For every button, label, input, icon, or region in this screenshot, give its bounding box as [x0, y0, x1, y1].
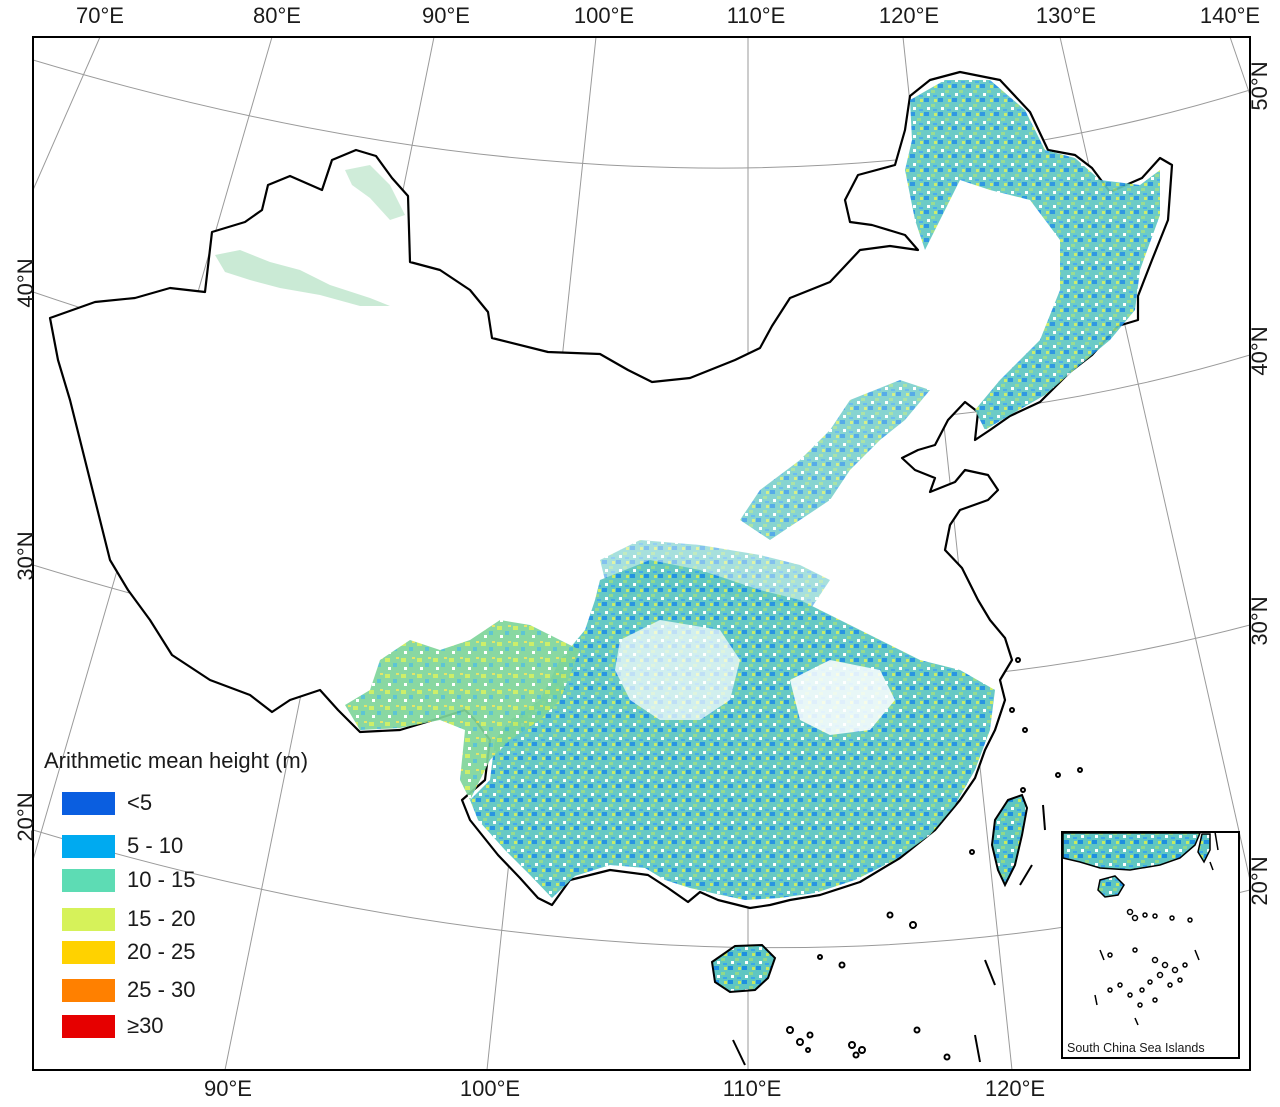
legend-label: ≥30 — [127, 1013, 164, 1038]
lon-label-top: 110°E — [726, 3, 786, 28]
lat-label-right: 50°N — [1247, 61, 1272, 111]
legend-swatch — [62, 868, 115, 892]
inset-frame — [1061, 831, 1240, 1059]
forest-north-china — [740, 380, 930, 540]
legend-swatch — [62, 978, 115, 1002]
inset-label: South China Sea Islands — [1067, 1041, 1205, 1055]
meridian-140e — [1229, 37, 1250, 96]
legend-item: ≥30 — [62, 1013, 164, 1039]
lat-label-right: 40°N — [1247, 326, 1272, 376]
legend-swatch — [62, 791, 115, 815]
legend-item: 20 - 25 — [62, 939, 196, 965]
inset-taiwan — [1197, 833, 1211, 864]
south-china-sea-islands — [732, 657, 1083, 1066]
forest-south-china — [470, 560, 995, 900]
china-map — [48, 70, 1174, 1066]
legend-label: 10 - 15 — [127, 867, 196, 892]
forest-sichuan-basin-gap — [615, 620, 740, 720]
legend-label: <5 — [127, 790, 153, 815]
legend-item: 10 - 15 — [62, 867, 196, 893]
lon-label-bottom: 100°E — [459, 1076, 521, 1101]
lon-label-top: 100°E — [573, 3, 635, 28]
legend-item: <5 — [62, 790, 152, 816]
lon-label-bottom: 120°E — [984, 1076, 1046, 1101]
lat-label-left: 20°N — [13, 792, 38, 842]
legend-label: 15 - 20 — [127, 906, 196, 931]
legend-item: 5 - 10 — [62, 833, 183, 859]
inset-mainland — [1062, 832, 1202, 871]
lon-label-bottom: 90°E — [204, 1076, 252, 1101]
meridian-70e — [33, 37, 101, 191]
legend-label: 5 - 10 — [127, 833, 184, 858]
lon-label-top: 120°E — [878, 3, 940, 28]
forest-xinjiang-tianshan — [215, 250, 390, 306]
legend-swatch — [62, 940, 115, 964]
forest-northeast — [905, 80, 1160, 430]
lon-label-top: 90°E — [422, 3, 470, 28]
lat-label-left: 40°N — [13, 258, 38, 308]
forest-central-loess — [600, 540, 830, 610]
lon-label-top: 80°E — [253, 3, 301, 28]
lon-label-bottom: 110°E — [722, 1076, 782, 1101]
lon-label-top: 140°E — [1199, 3, 1261, 28]
legend-swatch — [62, 834, 115, 858]
legend: Arithmetic mean height (m) <5 5 - 10 10 … — [44, 748, 309, 1038]
lat-label-right: 30°N — [1247, 596, 1272, 646]
legend-swatch — [62, 1014, 115, 1038]
forest-hubei-gap — [790, 660, 895, 735]
lon-label-top: 70°E — [76, 3, 124, 28]
lat-label-right: 20°N — [1247, 856, 1272, 906]
hainan-island — [710, 943, 777, 994]
legend-label: 25 - 30 — [127, 977, 196, 1002]
map-frame — [32, 36, 1251, 1071]
parallel-50n — [33, 59, 1250, 169]
inset-map — [1061, 831, 1240, 1059]
legend-item: 25 - 30 — [62, 977, 196, 1003]
forest-altai — [345, 165, 405, 220]
legend-title: Arithmetic mean height (m) — [44, 748, 309, 773]
inset-hainan — [1097, 875, 1125, 898]
lat-label-left: 30°N — [13, 531, 38, 581]
lon-label-top: 130°E — [1035, 3, 1097, 28]
forest-southwest — [345, 620, 580, 800]
taiwan-island — [990, 793, 1029, 888]
legend-label: 20 - 25 — [127, 939, 196, 964]
legend-swatch — [62, 907, 115, 931]
legend-item: 15 - 20 — [62, 906, 196, 932]
